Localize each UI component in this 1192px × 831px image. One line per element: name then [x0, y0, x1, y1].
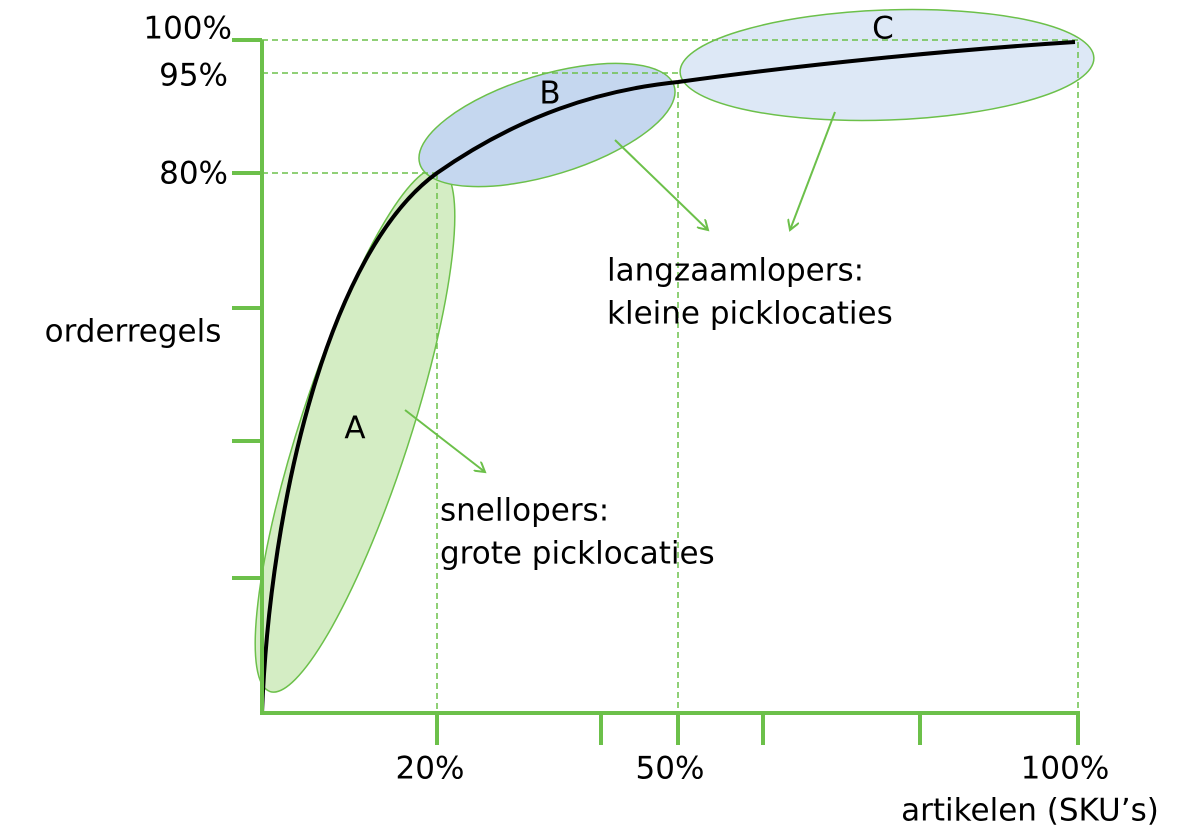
arrows — [404, 111, 836, 472]
axis-lines — [260, 40, 1080, 715]
x-tick-label: 50% — [636, 751, 705, 787]
guide-lines — [262, 39, 1079, 713]
zone-label: C — [872, 11, 894, 47]
y-ticks — [232, 38, 262, 580]
y-axis-label: orderregels — [45, 314, 222, 350]
guides — [262, 39, 1079, 713]
y-tick-label: 95% — [159, 58, 228, 94]
zone-label: A — [344, 411, 365, 447]
x-tick-label: 100% — [1021, 751, 1110, 787]
x-ticks — [435, 713, 1080, 745]
x-tick-label: 20% — [396, 751, 465, 787]
zone-label: B — [539, 76, 560, 112]
y-tick-label: 100% — [143, 11, 232, 47]
x-axis-label: artikelen (SKU’s) — [901, 793, 1159, 829]
zone-c — [679, 8, 1095, 122]
zones — [254, 8, 1095, 693]
y-tick-label: 80% — [159, 156, 228, 192]
axes — [232, 38, 1080, 745]
arrow-c — [790, 111, 836, 230]
arrow-b — [614, 139, 708, 230]
arrow-a — [404, 409, 485, 472]
pareto-curve — [260, 40, 1076, 714]
annotation: langzaamlopers: — [607, 253, 864, 289]
annotation: snellopers: — [440, 493, 609, 529]
annotation: kleine picklocaties — [607, 296, 893, 332]
annotation: grote picklocaties — [440, 536, 715, 572]
